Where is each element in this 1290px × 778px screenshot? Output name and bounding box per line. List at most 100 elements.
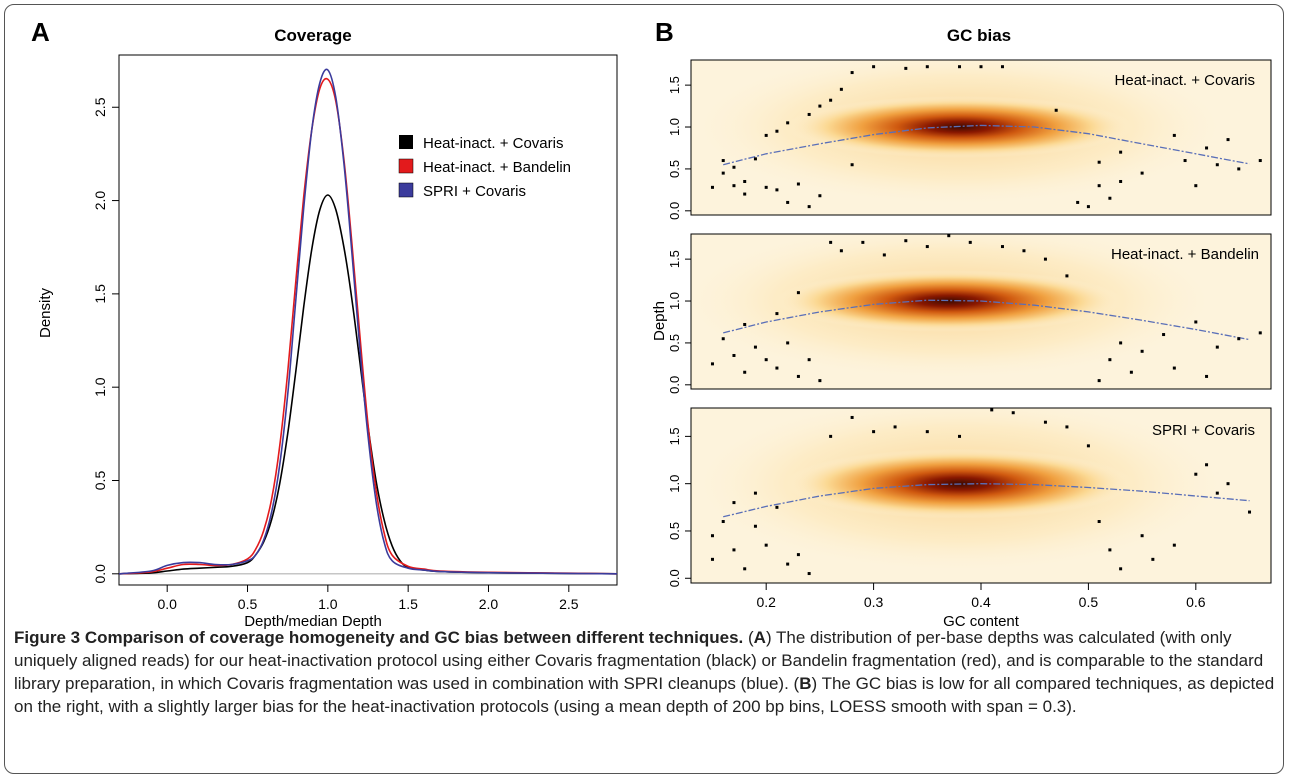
outlier-point: [764, 133, 768, 137]
subplot-label-3: SPRI + Covaris: [1152, 422, 1255, 439]
outlier-point: [882, 253, 886, 257]
y-tick-label: 2.0: [92, 191, 108, 211]
y-tick-label: 0.5: [667, 334, 682, 352]
y-tick-label: 0.0: [667, 202, 682, 220]
x-tick-label: 2.0: [479, 596, 499, 612]
outlier-point: [775, 188, 779, 192]
outlier-point: [786, 341, 790, 345]
outlier-point: [904, 239, 908, 243]
outlier-point: [743, 192, 747, 196]
y-tick-label: 1.0: [92, 377, 108, 397]
panel-a-ylabel: Density: [37, 287, 54, 338]
outlier-point: [1194, 184, 1198, 188]
outlier-point: [775, 505, 779, 509]
outlier-point: [721, 337, 725, 341]
y-tick-label: 1.5: [667, 427, 682, 445]
outlier-point: [1065, 274, 1069, 278]
caption-a-label: A: [753, 628, 766, 647]
outlier-point: [818, 104, 822, 108]
loess-line: [723, 483, 1250, 518]
outlier-point: [721, 171, 725, 175]
outlier-point: [1162, 333, 1166, 337]
x-tick-label: 0.4: [971, 594, 991, 610]
outlier-point: [743, 567, 747, 571]
series-line-covaris: [118, 194, 618, 575]
outlier-point: [807, 112, 811, 116]
panel-a-title: Coverage: [274, 26, 351, 45]
outlier-point: [1140, 534, 1144, 538]
outlier-point: [979, 65, 983, 69]
outlier-point: [1054, 108, 1058, 112]
outlier-point: [1172, 366, 1176, 370]
outlier-point: [764, 185, 768, 189]
legend-entry-3: SPRI + Covaris: [423, 183, 526, 200]
outlier-point: [1000, 245, 1004, 249]
outlier-point: [1140, 171, 1144, 175]
outlier-point: [1258, 331, 1262, 335]
panel-b-title: GC bias: [947, 26, 1011, 45]
outlier-point: [764, 358, 768, 362]
caption-text-b: ) The GC bias is low for all compared te…: [14, 674, 1275, 716]
outlier-point: [1194, 472, 1198, 476]
outlier-point: [796, 553, 800, 557]
x-tick-label: 0.5: [238, 596, 258, 612]
caption-open-a: (: [747, 628, 754, 647]
outlier-point: [925, 65, 929, 69]
outlier-point: [1108, 358, 1112, 362]
subplot-frame: [690, 233, 1272, 390]
outlier-point: [764, 543, 768, 547]
outlier-point: [850, 163, 854, 167]
panel-b-label: B: [655, 17, 674, 47]
outlier-point: [1119, 567, 1123, 571]
outlier-point: [1205, 374, 1209, 378]
outlier-point: [710, 534, 714, 538]
outlier-point: [732, 165, 736, 169]
outlier-point: [710, 557, 714, 561]
legend-entry-2: Heat-inact. + Bandelin: [423, 159, 571, 176]
outlier-point: [904, 66, 908, 70]
outlier-point: [1076, 200, 1080, 204]
caption-text-a: ) The distribution of per-base depths wa…: [14, 628, 1264, 693]
outlier-point: [1108, 548, 1112, 552]
panel-b-xticks: 0.2 0.3 0.4 0.5 0.6: [756, 583, 1206, 610]
outlier-point: [786, 200, 790, 204]
loess-line: [723, 124, 1250, 166]
x-tick-label: 1.5: [398, 596, 418, 612]
outlier-point: [796, 374, 800, 378]
outlier-point: [893, 425, 897, 429]
outlier-point: [925, 430, 929, 434]
gc-subplot-covaris: 0.0 0.5 1.0 1.5: [667, 59, 1272, 220]
caption-b-label: B: [799, 674, 812, 693]
y-tick-label: 1.0: [667, 118, 682, 136]
legend-swatch-black: [399, 135, 413, 149]
outlier-point: [1129, 370, 1133, 374]
x-tick-label: 0.2: [756, 594, 776, 610]
legend-entry-1: Heat-inact. + Covaris: [423, 135, 563, 152]
outlier-point: [1043, 257, 1047, 261]
outlier-point: [753, 157, 757, 161]
outlier-point: [861, 240, 865, 244]
outlier-point: [1237, 167, 1241, 171]
outlier-point: [1205, 146, 1209, 150]
outlier-point: [1043, 420, 1047, 424]
outlier-point: [872, 65, 876, 69]
outlier-point: [990, 408, 994, 412]
outlier-point: [753, 524, 757, 528]
figure-caption: Figure 3 Comparison of coverage homogene…: [14, 626, 1276, 718]
figure-frame: A Coverage Depth/median Depth Density 0.…: [4, 4, 1284, 774]
outlier-point: [1226, 138, 1230, 142]
panel-a-series: [118, 68, 618, 575]
outlier-point: [1119, 341, 1123, 345]
outlier-point: [732, 501, 736, 505]
outlier-point: [753, 345, 757, 349]
x-tick-label: 0.3: [864, 594, 884, 610]
outlier-point: [1097, 379, 1101, 383]
outlier-point: [1226, 482, 1230, 486]
outlier-point: [1097, 160, 1101, 164]
outlier-point: [807, 358, 811, 362]
outlier-point: [829, 240, 833, 244]
outlier-point: [839, 87, 843, 91]
outlier-point: [1172, 133, 1176, 137]
outlier-point: [1172, 543, 1176, 547]
outlier-point: [743, 370, 747, 374]
